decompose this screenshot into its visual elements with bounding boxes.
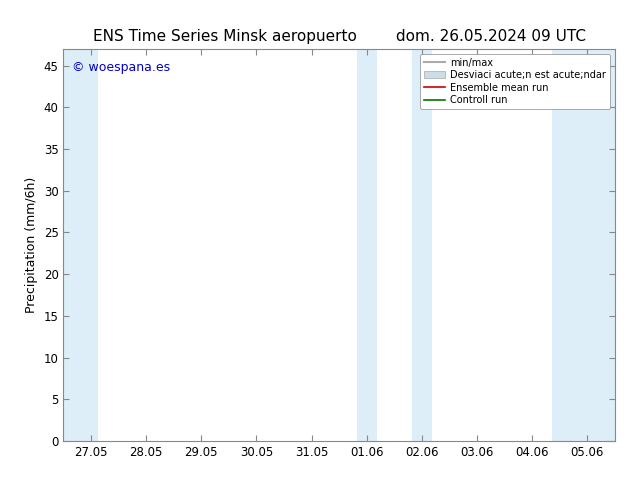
Bar (357, 49, 377, 441)
Y-axis label: Precipitation (mm/6h): Precipitation (mm/6h) (25, 177, 38, 313)
Bar (568, 49, 615, 441)
Bar (412, 49, 432, 441)
Legend: min/max, Desviaci acute;n est acute;ndar, Ensemble mean run, Controll run: min/max, Desviaci acute;n est acute;ndar… (420, 54, 610, 109)
Bar (63, 49, 98, 441)
Title: ENS Time Series Minsk aeropuerto        dom. 26.05.2024 09 UTC: ENS Time Series Minsk aeropuerto dom. 26… (93, 29, 586, 44)
Text: © woespana.es: © woespana.es (72, 61, 170, 74)
Bar (552, 49, 568, 441)
